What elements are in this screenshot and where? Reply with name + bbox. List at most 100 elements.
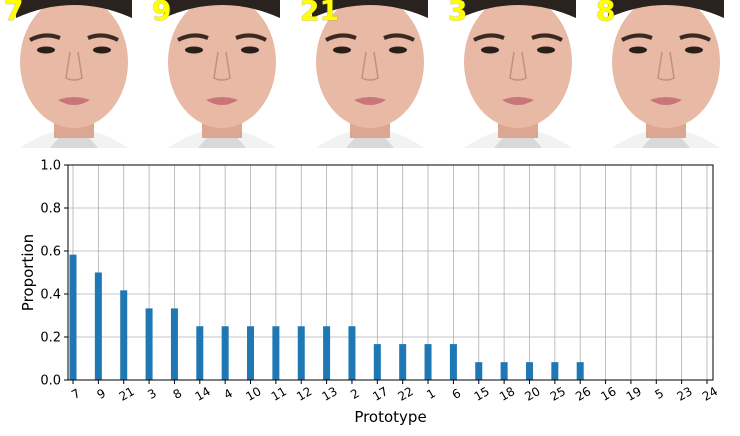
x-tick-label: 18 bbox=[497, 384, 517, 404]
face-image: 21 bbox=[296, 0, 444, 148]
face-shape bbox=[87, 33, 119, 42]
face-shape bbox=[383, 33, 415, 42]
face-picture bbox=[592, 0, 740, 148]
x-tick-label: 8 bbox=[171, 386, 185, 402]
bar-21 bbox=[120, 290, 128, 380]
grid bbox=[68, 164, 713, 381]
face-picture bbox=[0, 0, 148, 148]
x-tick-label: 26 bbox=[573, 384, 593, 404]
bar-14 bbox=[196, 326, 204, 380]
x-tick-label: 7 bbox=[69, 386, 83, 402]
bars bbox=[69, 254, 584, 380]
face-shape bbox=[502, 97, 534, 105]
x-tick-label: 6 bbox=[450, 386, 464, 402]
plot-frame bbox=[67, 164, 714, 381]
bar-8 bbox=[170, 308, 178, 380]
face-shape bbox=[185, 46, 203, 54]
x-tick-label: 12 bbox=[294, 384, 314, 404]
x-tick-label: 16 bbox=[598, 384, 618, 404]
x-tick-label: 25 bbox=[548, 384, 568, 404]
bar-4 bbox=[221, 326, 229, 380]
x-tick-label: 23 bbox=[675, 384, 695, 404]
bar-12 bbox=[297, 326, 305, 380]
x-tick-label: 11 bbox=[269, 384, 289, 404]
face-shape bbox=[235, 33, 267, 42]
y-tick-label: 0.8 bbox=[40, 202, 61, 217]
face-shape bbox=[608, 0, 724, 18]
x-tick-label: 15 bbox=[472, 384, 492, 404]
face-label: 21 bbox=[300, 0, 339, 27]
x-tick-label: 21 bbox=[117, 384, 137, 404]
face-shape bbox=[460, 0, 576, 18]
y-tick-label: 0.6 bbox=[40, 245, 61, 260]
bar-1 bbox=[424, 344, 432, 380]
bar-15 bbox=[475, 362, 483, 380]
face-shape bbox=[312, 0, 428, 18]
face-shape bbox=[361, 51, 379, 81]
face-label: 9 bbox=[152, 0, 172, 27]
x-tick-label: 5 bbox=[652, 386, 666, 402]
face-shape bbox=[241, 46, 259, 54]
face-shape bbox=[657, 51, 675, 81]
bar-7 bbox=[69, 254, 77, 380]
y-axis-label: Proportion bbox=[19, 234, 37, 311]
bar-2 bbox=[348, 326, 356, 380]
x-tick-label: 4 bbox=[221, 386, 235, 402]
face-shape bbox=[473, 33, 505, 42]
face-label: 7 bbox=[4, 0, 24, 27]
bar-3 bbox=[145, 308, 153, 380]
bar-13 bbox=[323, 326, 331, 380]
face-shape bbox=[164, 0, 280, 18]
face-shape bbox=[325, 33, 357, 42]
x-tick-label: 17 bbox=[370, 384, 390, 404]
face-shape bbox=[213, 51, 231, 81]
face-shape bbox=[58, 97, 90, 105]
face-shape bbox=[177, 33, 209, 42]
face-image: 3 bbox=[444, 0, 592, 148]
x-tick-label: 13 bbox=[319, 384, 339, 404]
face-picture bbox=[148, 0, 296, 148]
bar-17 bbox=[373, 344, 381, 380]
bar-6 bbox=[449, 344, 457, 380]
face-shape bbox=[93, 46, 111, 54]
face-picture bbox=[296, 0, 444, 148]
face-strip: 7 9 21 3 8 bbox=[0, 0, 740, 148]
y-axis-ticks: 0.0 0.2 0.4 0.6 0.8 1.0 bbox=[40, 159, 68, 389]
face-shape bbox=[650, 97, 682, 105]
face-shape bbox=[16, 0, 132, 18]
y-tick-label: 1.0 bbox=[40, 159, 61, 174]
face-shape bbox=[509, 51, 527, 81]
face-image: 9 bbox=[148, 0, 296, 148]
x-tick-label: 2 bbox=[348, 386, 362, 402]
face-shape bbox=[464, 0, 572, 128]
x-tick-label: 3 bbox=[145, 386, 159, 402]
x-tick-label: 9 bbox=[95, 386, 109, 402]
face-shape bbox=[37, 46, 55, 54]
bar-25 bbox=[551, 362, 559, 380]
bar-22 bbox=[399, 344, 407, 380]
face-shape bbox=[354, 97, 386, 105]
y-tick-label: 0.0 bbox=[40, 374, 61, 389]
bar-9 bbox=[94, 272, 102, 380]
x-tick-label: 10 bbox=[243, 384, 263, 404]
face-shape bbox=[621, 33, 653, 42]
face-shape bbox=[29, 33, 61, 42]
y-tick-label: 0.2 bbox=[40, 331, 61, 346]
face-image: 7 bbox=[0, 0, 148, 148]
x-tick-label: 20 bbox=[522, 384, 542, 404]
x-tick-label: 1 bbox=[424, 386, 438, 402]
face-label: 8 bbox=[596, 0, 616, 27]
bar-26 bbox=[576, 362, 584, 380]
x-tick-label: 24 bbox=[700, 384, 720, 404]
face-shape bbox=[685, 46, 703, 54]
bar-chart: 0.0 0.2 0.4 0.6 0.8 1.0 7 9 21 3 8 14 4 10 11 12 13 2 17 2… bbox=[19, 159, 720, 427]
bar-20 bbox=[525, 362, 533, 380]
face-shape bbox=[679, 33, 711, 42]
x-axis-label: Prototype bbox=[354, 408, 426, 426]
bar-11 bbox=[272, 326, 280, 380]
face-shape bbox=[333, 46, 351, 54]
face-shape bbox=[629, 46, 647, 54]
x-tick-label: 22 bbox=[396, 384, 416, 404]
face-shape bbox=[612, 0, 720, 128]
face-shape bbox=[389, 46, 407, 54]
